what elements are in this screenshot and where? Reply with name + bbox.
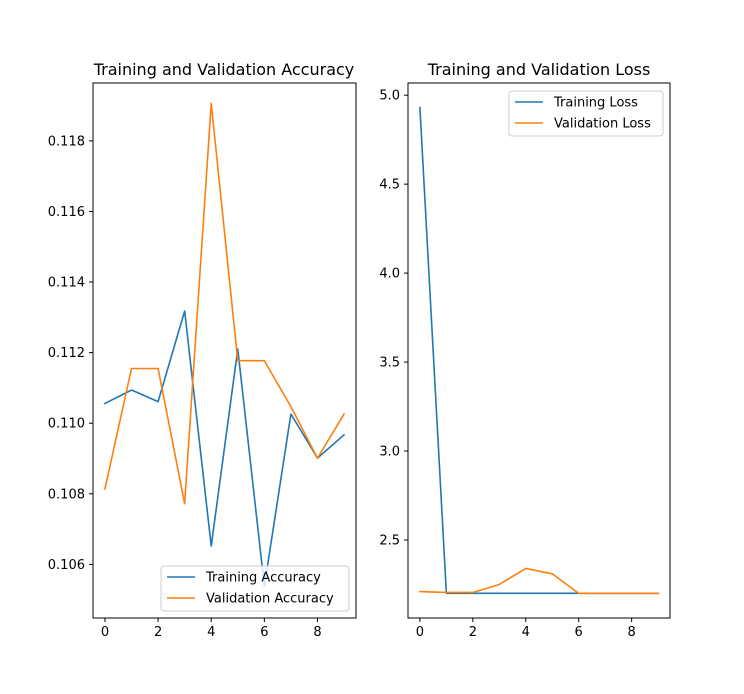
accuracy-legend-label: Training Accuracy — [205, 571, 321, 586]
loss-y-tick-label: 5.0 — [379, 89, 400, 104]
loss-y-tick-label: 4.0 — [379, 267, 400, 282]
accuracy-y-tick-label: 0.108 — [48, 487, 85, 502]
loss-legend-label: Validation Loss — [554, 117, 651, 132]
loss-x-tick-label: 0 — [416, 625, 424, 640]
accuracy-legend-label: Validation Accuracy — [206, 592, 334, 607]
loss-legend-label: Training Loss — [553, 96, 638, 111]
loss-y-tick-label: 3.5 — [379, 356, 400, 371]
accuracy-x-tick-label: 8 — [313, 625, 321, 640]
accuracy-chart-title: Training and Validation Accuracy — [93, 60, 355, 79]
loss-chart-title: Training and Validation Loss — [427, 60, 651, 79]
accuracy-y-tick-label: 0.110 — [48, 417, 85, 432]
loss-x-tick-label: 2 — [469, 625, 477, 640]
accuracy-x-tick-label: 4 — [207, 625, 215, 640]
loss-x-tick-label: 4 — [522, 625, 530, 640]
accuracy-x-tick-label: 6 — [260, 625, 268, 640]
loss-y-tick-label: 3.0 — [379, 445, 400, 460]
accuracy-y-tick-label: 0.118 — [48, 134, 85, 149]
accuracy-y-tick-label: 0.114 — [48, 276, 85, 291]
accuracy-y-tick-label: 0.112 — [48, 346, 85, 361]
loss-x-tick-label: 8 — [627, 625, 635, 640]
accuracy-legend: Training Accuracy Validation Accuracy — [161, 566, 349, 611]
loss-y-tick-label: 4.5 — [379, 178, 400, 193]
loss-y-tick-label: 2.5 — [379, 533, 400, 548]
accuracy-y-tick-label: 0.116 — [48, 205, 85, 220]
accuracy-x-tick-label: 0 — [101, 625, 109, 640]
accuracy-x-tick-label: 2 — [154, 625, 162, 640]
accuracy-y-tick-label: 0.106 — [48, 558, 85, 573]
loss-x-tick-label: 6 — [575, 625, 583, 640]
loss-legend: Training Loss Validation Loss — [509, 91, 663, 136]
